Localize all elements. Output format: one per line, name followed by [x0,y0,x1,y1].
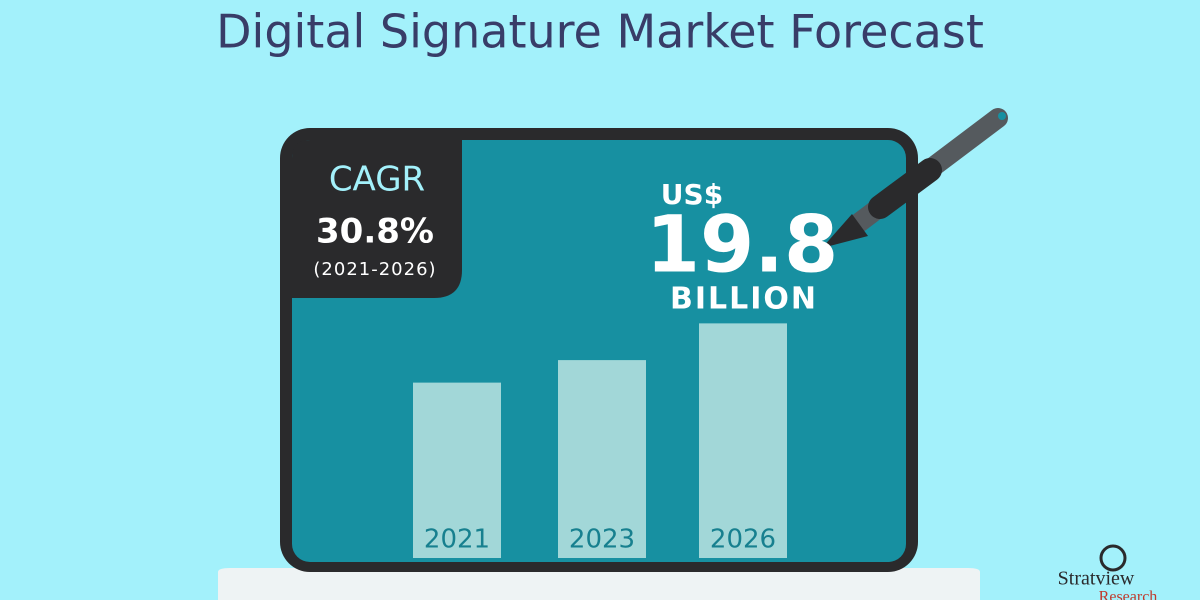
bar [699,323,787,558]
x-tick-label: 2023 [569,525,635,555]
cagr-value: 30.8% [316,212,434,252]
chart-title: Digital Signature Market Forecast [216,5,984,59]
bars: 2021 2023 2026 [413,323,787,558]
cagr-label: CAGR [329,160,425,200]
bar [413,382,501,558]
pen [822,108,1008,248]
currency: US$ [661,178,723,211]
bar [558,360,646,558]
cagr-period: (2021-2026) [313,259,436,280]
logo-sub: Research [1099,589,1158,600]
x-tick-label: 2026 [710,525,776,555]
headline-unit: BILLION [670,282,818,317]
headline-value: 19.8 [646,200,838,290]
logo-icon [1099,544,1127,572]
x-tick-label: 2021 [424,525,490,555]
laptop-base [218,568,980,600]
logo-name: Stratview [1058,568,1135,590]
cagr-box [292,140,462,298]
